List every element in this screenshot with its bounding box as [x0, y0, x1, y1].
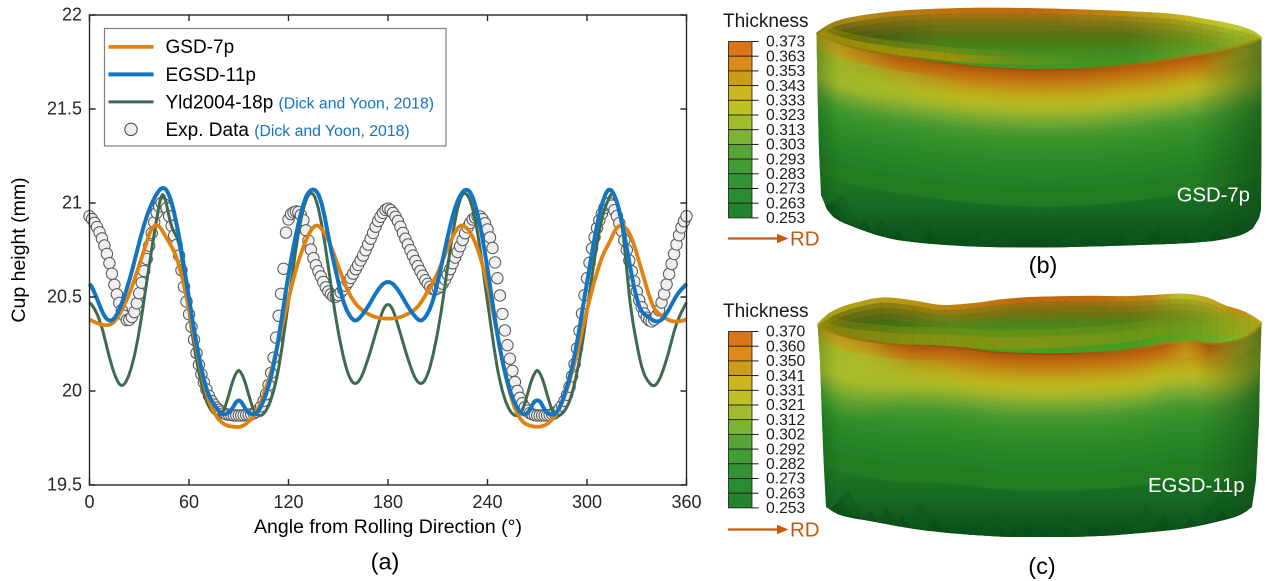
svg-text:EGSD-11p: EGSD-11p	[1148, 475, 1245, 497]
svg-text:Thickness: Thickness	[723, 11, 809, 32]
svg-text:Cup height (mm): Cup height (mm)	[8, 177, 30, 322]
svg-text:(c): (c)	[1028, 553, 1055, 579]
svg-text:0.373: 0.373	[766, 34, 806, 51]
svg-text:20.5: 20.5	[47, 287, 82, 307]
svg-text:0.370: 0.370	[766, 324, 806, 341]
svg-text:Exp. Data (Dick and Yoon, 2018: Exp. Data (Dick and Yoon, 2018)	[166, 120, 410, 141]
svg-text:(b): (b)	[1029, 252, 1058, 278]
svg-text:0.283: 0.283	[766, 166, 806, 183]
svg-text:0: 0	[84, 492, 94, 512]
svg-text:0.282: 0.282	[766, 456, 805, 473]
svg-text:GSD-7p: GSD-7p	[1177, 185, 1250, 207]
svg-text:240: 240	[472, 492, 502, 512]
svg-text:0.331: 0.331	[766, 383, 805, 400]
svg-text:360: 360	[671, 492, 701, 512]
svg-text:0.292: 0.292	[766, 441, 805, 458]
svg-text:0.341: 0.341	[766, 368, 805, 385]
svg-text:21: 21	[62, 193, 82, 213]
svg-text:Yld2004-18p (Dick and Yoon, 20: Yld2004-18p (Dick and Yoon, 2018)	[166, 93, 435, 114]
svg-text:0.263: 0.263	[766, 195, 806, 212]
svg-text:0.253: 0.253	[766, 210, 806, 227]
svg-text:0.360: 0.360	[766, 338, 806, 355]
svg-text:Thickness: Thickness	[723, 301, 809, 322]
svg-text:EGSD-11p: EGSD-11p	[166, 65, 256, 86]
svg-text:RD: RD	[790, 228, 820, 251]
svg-text:0.323: 0.323	[766, 107, 806, 124]
svg-text:0.273: 0.273	[766, 471, 806, 488]
svg-text:60: 60	[179, 492, 199, 512]
svg-text:0.321: 0.321	[766, 397, 805, 414]
svg-text:0.293: 0.293	[766, 151, 806, 168]
svg-text:21.5: 21.5	[47, 99, 82, 119]
svg-text:120: 120	[273, 492, 303, 512]
svg-text:0.353: 0.353	[766, 63, 806, 80]
svg-text:19.5: 19.5	[47, 475, 82, 495]
svg-text:0.253: 0.253	[766, 500, 806, 517]
svg-text:0.312: 0.312	[766, 412, 805, 429]
svg-text:0.263: 0.263	[766, 485, 806, 502]
svg-text:300: 300	[572, 492, 602, 512]
svg-text:Angle from Rolling Direction (: Angle from Rolling Direction (°)	[254, 516, 522, 538]
svg-text:0.333: 0.333	[766, 93, 806, 110]
svg-text:GSD-7p: GSD-7p	[166, 37, 235, 58]
svg-text:0.273: 0.273	[766, 181, 806, 198]
svg-text:0.343: 0.343	[766, 78, 806, 95]
svg-text:0.302: 0.302	[766, 427, 805, 444]
svg-text:0.303: 0.303	[766, 137, 806, 154]
svg-text:(a): (a)	[371, 549, 400, 575]
svg-text:22: 22	[62, 5, 82, 25]
svg-text:RD: RD	[790, 519, 820, 542]
svg-text:0.363: 0.363	[766, 48, 806, 65]
svg-text:20: 20	[62, 381, 82, 401]
svg-text:180: 180	[373, 492, 403, 512]
svg-text:0.313: 0.313	[766, 122, 806, 139]
svg-text:0.350: 0.350	[766, 353, 806, 370]
